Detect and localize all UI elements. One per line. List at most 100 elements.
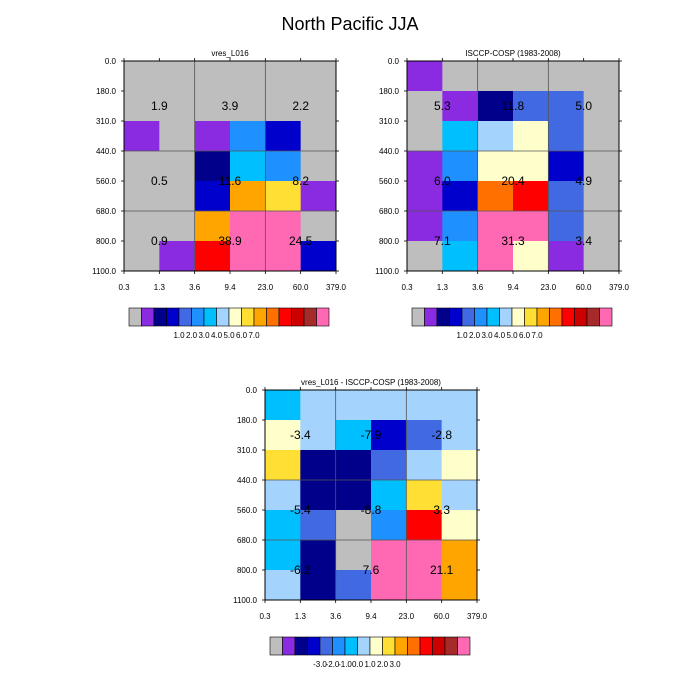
colorbar-swatch — [316, 307, 330, 327]
colorbar-swatch — [407, 636, 421, 656]
heatmap-cell — [371, 450, 407, 481]
heatmap-cell — [583, 241, 620, 272]
colorbar-swatch — [203, 307, 217, 327]
heatmap-cell — [442, 121, 478, 152]
heatmap-cell — [442, 211, 478, 242]
colorbar-swatch — [241, 307, 255, 327]
heatmap-cell — [513, 241, 549, 272]
heatmap-cell — [548, 181, 584, 212]
heatmap-cell — [265, 510, 301, 541]
colorbar-swatch — [561, 307, 575, 327]
heatmap-cell — [300, 241, 337, 272]
region-value-label: 7.6 — [363, 563, 380, 577]
colorbar-swatch — [599, 307, 613, 327]
colorbar-swatch — [166, 307, 180, 327]
heatmap-cell — [441, 540, 478, 571]
heatmap-cell — [406, 510, 442, 541]
heatmap-cell — [407, 211, 443, 242]
region-value-label: 0.5 — [151, 174, 168, 188]
colorbar-swatch — [511, 307, 525, 327]
heatmap-cell — [159, 181, 195, 212]
panel-isccp: ISCCP-COSP (1983-2008) 0.0 180.0 310.0 440.0… — [375, 49, 629, 340]
heatmap-cell — [441, 450, 478, 481]
colorbar-swatch — [574, 307, 588, 327]
heatmap-cell — [407, 61, 443, 92]
heatmap-cell — [548, 211, 584, 242]
colorbar-swatch — [228, 307, 242, 327]
heatmap-cell — [442, 61, 478, 92]
heatmap-cell — [300, 570, 336, 601]
heatmap-cell — [230, 181, 266, 212]
x-tick-label: 0.3 — [401, 283, 413, 292]
region-value-label: 7.1 — [434, 234, 451, 248]
colorbar-label: 1.0 — [456, 331, 468, 340]
heatmap-cell — [406, 420, 442, 451]
heatmap-cell — [335, 390, 372, 421]
y-tick-label: 310.0 — [237, 446, 258, 455]
x-tick-label: 1.3 — [154, 283, 166, 292]
region-value-label: 31.3 — [501, 234, 525, 248]
heatmap-cell — [513, 91, 549, 122]
heatmap-cell — [583, 91, 620, 122]
x-tick-label: 379.0 — [326, 283, 347, 292]
colorbar-swatch — [432, 636, 446, 656]
heatmap-cell — [265, 181, 301, 212]
x-tick-label: 60.0 — [293, 283, 309, 292]
y-tick-label: 440.0 — [379, 147, 400, 156]
colorbar-swatch — [153, 307, 167, 327]
colorbar-swatch — [411, 307, 425, 327]
heatmap-cell — [265, 61, 301, 92]
y-tick-label: 800.0 — [96, 237, 117, 246]
heatmap-cell — [442, 181, 478, 212]
y-tick-label: 680.0 — [379, 207, 400, 216]
region-value-label: 3.9 — [222, 99, 239, 113]
x-tick-label: 60.0 — [434, 612, 450, 621]
colorbar-swatch — [282, 636, 296, 656]
colorbar-label: 1.0 — [364, 660, 376, 669]
region-value-label: 11.6 — [219, 174, 242, 188]
heatmap-cell — [477, 151, 514, 182]
region-value-label: -6.2 — [290, 563, 311, 577]
x-tick-label: 0.3 — [118, 283, 130, 292]
region-value-label: 21.1 — [430, 563, 454, 577]
heatmap-cell — [371, 480, 407, 511]
region-value-label: -8.8 — [361, 503, 382, 517]
heatmap-cell — [548, 151, 584, 182]
region-value-label: 11.8 — [502, 99, 525, 113]
heatmap-cell — [265, 121, 301, 152]
y-tick-label: 1100.0 — [233, 596, 257, 605]
colorbar-label: 7.0 — [248, 331, 260, 340]
heatmap-cell — [300, 540, 336, 571]
y-tick-label: 0.0 — [105, 57, 117, 66]
x-tick-label: 3.6 — [472, 283, 484, 292]
colorbar-swatch — [474, 307, 488, 327]
y-tick-label: 0.0 — [388, 57, 400, 66]
heatmap-cell — [406, 540, 442, 571]
colorbar-swatch — [457, 636, 471, 656]
colorbar-swatch — [499, 307, 513, 327]
heatmap-cell — [265, 480, 301, 511]
region-value-label: 20.4 — [501, 174, 525, 188]
heatmap-cell — [265, 151, 301, 182]
region-value-label: 0.9 — [151, 234, 168, 248]
heatmap-cell — [300, 181, 337, 212]
x-tick-label: 9.4 — [224, 283, 236, 292]
x-tick-label: 379.0 — [467, 612, 488, 621]
region-value-label: 4.9 — [575, 174, 592, 188]
colorbar-swatch — [424, 307, 438, 327]
colorbar-swatch — [216, 307, 230, 327]
heatmap-cell — [230, 91, 266, 122]
heatmap-cell — [548, 61, 584, 92]
heatmap-cell — [335, 480, 372, 511]
heatmap-cell — [513, 61, 549, 92]
colorbar-swatch — [303, 307, 317, 327]
figure-title: North Pacific JJA — [281, 14, 418, 34]
x-tick-label: 1.3 — [437, 283, 449, 292]
heatmap-cell — [159, 211, 195, 242]
heatmap-cell — [300, 61, 337, 92]
heatmap-cell — [583, 61, 620, 92]
colorbar-swatch — [291, 307, 305, 327]
colorbar-label: -1.0 — [338, 660, 352, 669]
colorbar-swatch — [253, 307, 267, 327]
